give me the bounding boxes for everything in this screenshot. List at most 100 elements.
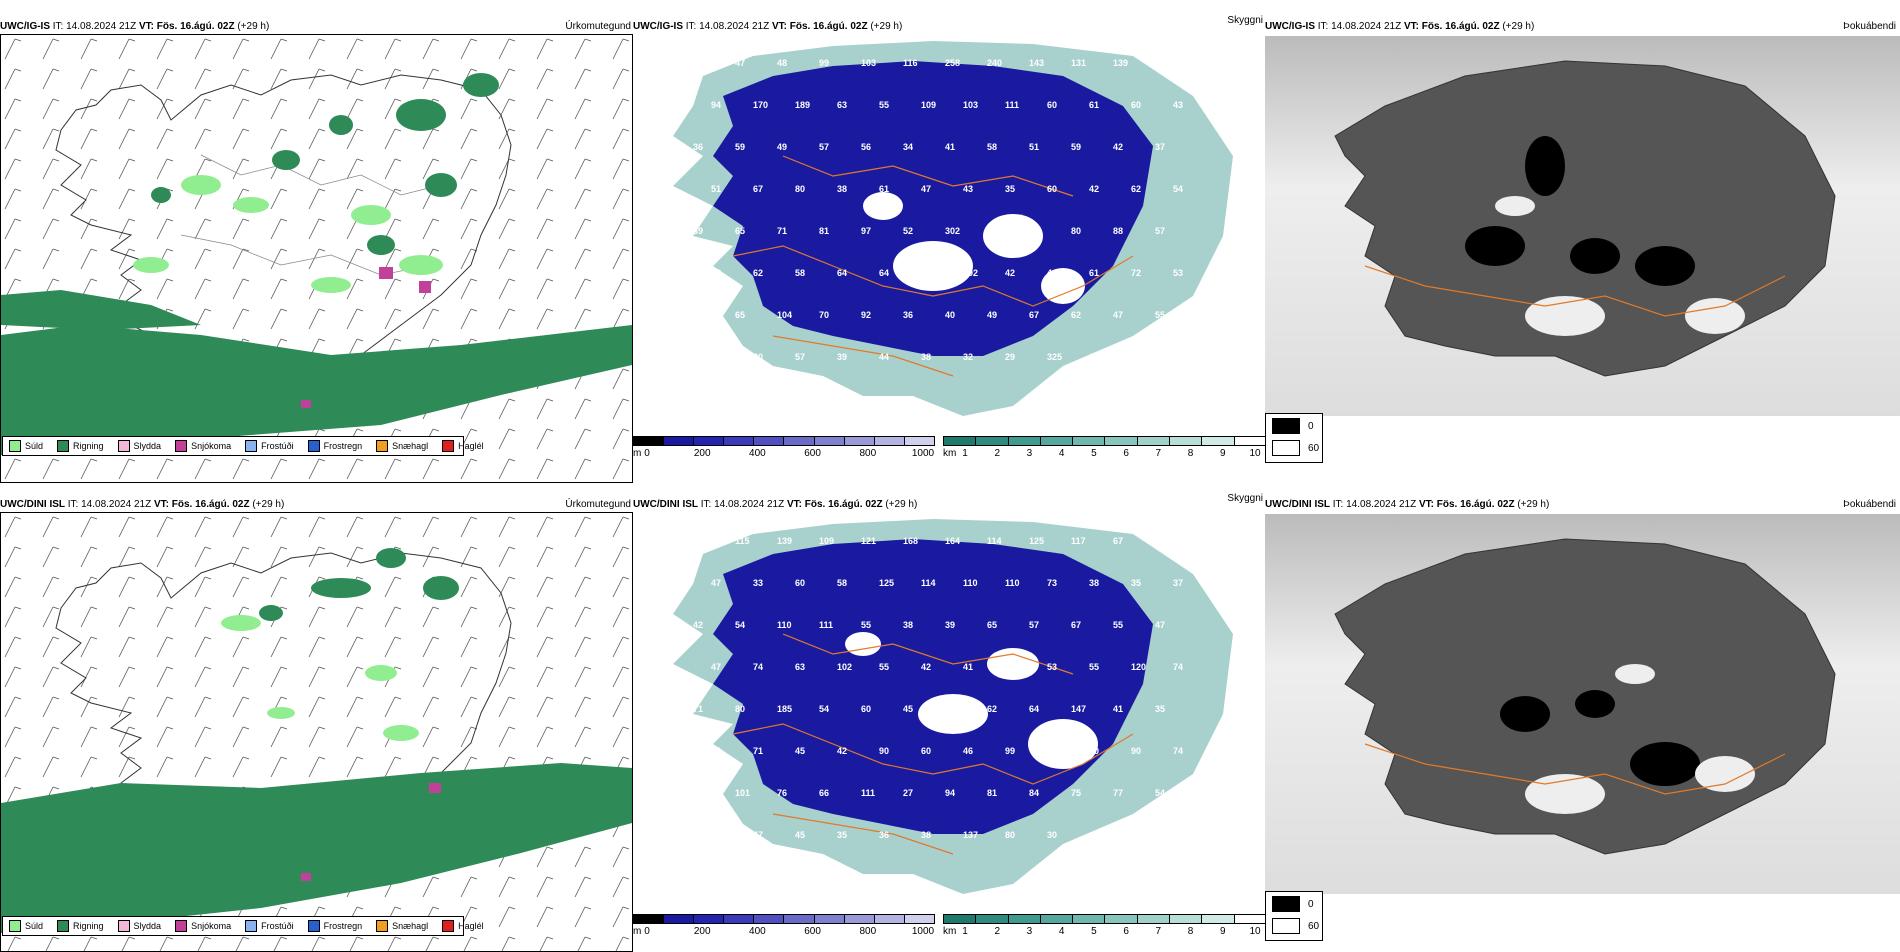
colorbar-tick: 200 [693,448,711,459]
cloudbase-label: 109 [921,100,936,110]
cloudbase-label: 99 [819,58,829,68]
cloudbase-label: 101 [735,788,750,798]
cloudbase-label: 170 [753,100,768,110]
cloudbase-label: 147 [1071,704,1086,714]
panel-title: UWC/IG-IS IT: 14.08.2024 21Z VT: Fös. 16… [633,15,1265,36]
drizzle-areas [133,175,443,293]
cloudbase-label: 49 [987,310,997,320]
panel-title: UWC/DINI ISL IT: 14.08.2024 21Z VT: Fös.… [1265,496,1900,514]
cloudbase-label: 73 [1047,578,1057,588]
fog-map [1265,514,1900,894]
fog-legend: 0 60 [1265,413,1323,463]
cloudbase-label: 43 [963,184,973,194]
cloudbase-label: 51 [711,184,721,194]
colorbar-tick: 10 [1249,448,1261,459]
cloudbase-label: 61 [879,184,889,194]
cloudbase-label: 35 [1131,578,1141,588]
clear-patches [863,192,1085,304]
cloudbase-label: 131 [1071,58,1086,68]
cloudbase-label: 62 [987,704,997,714]
visibility-colorbar: km 1 2 3 4 5 6 7 8 9 10 [943,914,1267,940]
cloudbase-label: 80 [795,184,805,194]
cloudbase-label: 80 [1071,226,1081,236]
cloudbase-label: 59 [1071,142,1081,152]
cloudbase-label: 164 [945,536,960,546]
cloudbase-label: 84 [1029,788,1039,798]
cloudbase-label: 53 [1173,268,1183,278]
cloudbase-label: 112 [1155,58,1170,68]
cloudbase-label: 94 [945,788,955,798]
cloudbase-label: 60 [921,746,931,756]
cloudbase-label: 74 [1173,662,1183,672]
cloudbase-label: 125 [1029,536,1044,546]
cloudbase-label: 42 [1089,184,1099,194]
cloudbase-label: 67 [1113,536,1123,546]
panel-title: UWC/DINI ISL IT: 14.08.2024 21Z VT: Fös.… [633,493,1265,514]
cloudbase-label: 111 [819,620,833,630]
cloudbase-label: 110 [963,578,978,588]
cloudbase-label: 60 [1131,100,1141,110]
cloudbase-label: 45 [903,704,913,714]
cloudbase-label: 42 [1113,142,1123,152]
cloudbase-label: 61 [1089,100,1099,110]
cloudbase-label: 30 [1089,746,1099,756]
legend-item: Haglél [442,920,484,932]
cloudbase-label: 115 [735,536,750,546]
fog-roads [1364,265,1786,317]
colorbar-tick: 400 [749,448,766,459]
cloudbase-label: 38 [921,352,931,362]
cloudbase-label: 90 [879,746,889,756]
cloudbase-label: 143 [1029,58,1044,68]
cloudbase-label: 37 [1173,578,1183,588]
panel-type-label: Skyggni [1227,493,1263,504]
cloudbase-label: 47 [1155,620,1165,630]
cloudbase-label: 94 [711,100,721,110]
cloudbase-label: 502 [963,268,978,278]
cloudbase-label: 107 [1089,352,1104,362]
cloudbase-label: 27 [903,788,913,798]
cloudbase-label: 103 [963,100,978,110]
legend-item: Haglél [442,440,484,452]
clear-patches [845,632,1098,769]
cloudbase-label: 51 [1029,142,1039,152]
cloudbase-label: 47 [735,58,745,68]
cloudbase-label: 139 [1113,58,1128,68]
cloudbase-label: 35 [1155,704,1165,714]
cloudbase-labels: 42 115 139 109 121 168 164 114 125 117 67 68 47 33 60 5… [693,536,1183,840]
cloudbase-label: 46 [693,58,703,68]
precip-map [0,512,633,952]
cloudbase-label: 64 [1029,704,1039,714]
cloudbase-label: 503 [711,830,726,840]
cloudbase-label: 67 [1071,620,1081,630]
colorbar-tick: 1000 [911,926,935,937]
cloudbase-unit: m [633,448,642,459]
cloudbase-label: 35 [1005,184,1015,194]
colorbar-tick: 1000 [911,448,935,459]
cloudbase-label: 99 [1005,746,1015,756]
cloudbase-label: 60 [1047,100,1057,110]
cloudbase-label: 65 [987,620,997,630]
cloudbase-label: 60 [1047,184,1057,194]
cloudbase-label: 39 [837,352,847,362]
legend-item: Frostúði [245,920,294,932]
cloudbase-label: 54 [1155,788,1165,798]
cloudbase-label: 67 [1029,310,1039,320]
cloudbase-label: 56 [711,746,721,756]
cloudbase-label: 55 [1155,310,1165,320]
snow-areas [301,783,441,881]
cloudbase-label: 50 [693,310,703,320]
colorbar-tick: 7 [1155,926,1162,937]
cloudbase-label: 42 [921,662,931,672]
colorbar-tick: 3 [1026,448,1033,459]
legend-item: Snæhagl [376,920,428,932]
cloudbase-label: 90 [1131,746,1141,756]
colorbar-tick: 2 [994,926,1000,937]
cloudbase-label: 71 [777,226,787,236]
precip-map-svg [1,35,632,482]
cloudbase-label: 68 [1155,536,1165,546]
cloudbase-label: 121 [861,536,876,546]
legend-item: Slydda [117,920,161,932]
colorbar-tick: 6 [1123,448,1129,459]
fog-roads [1364,743,1786,795]
cloudbase-label: 42 [693,536,703,546]
